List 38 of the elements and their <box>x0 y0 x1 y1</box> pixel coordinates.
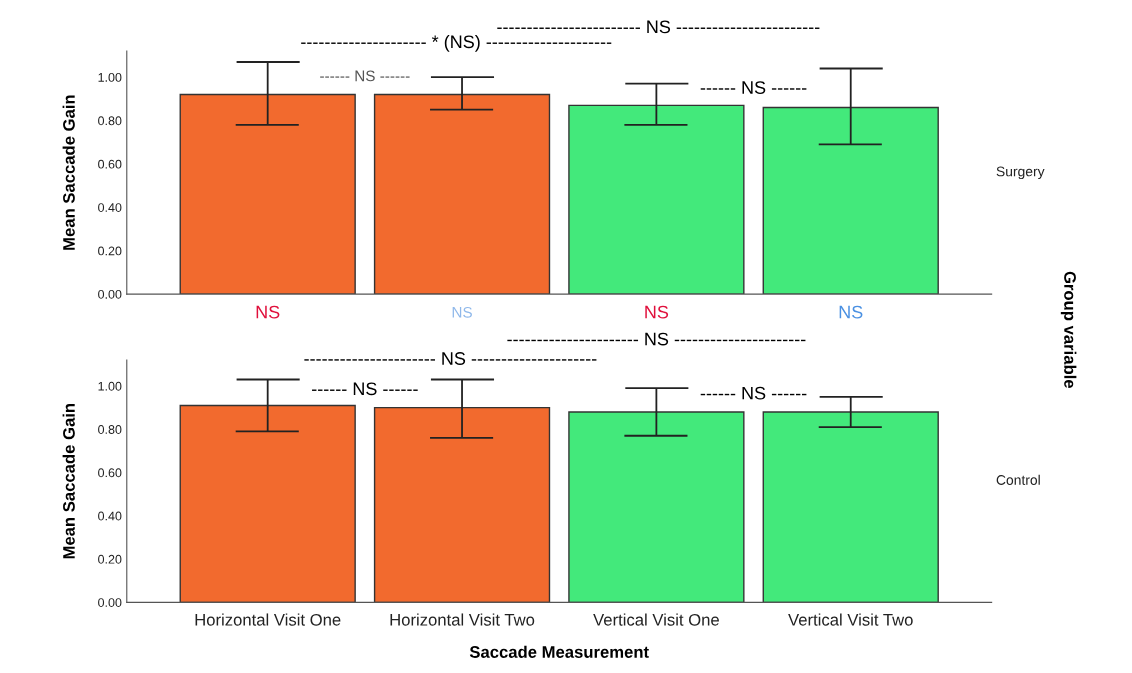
text: NS <box>839 305 863 319</box>
bar <box>373 93 551 295</box>
y-tick-label: 0.80 <box>98 116 122 126</box>
annotation: ------ NS ------ <box>320 70 410 82</box>
annotation: ------ NS ------ <box>312 382 418 396</box>
y-axis-title: Mean Saccade Gain <box>62 95 75 250</box>
y-tick-label: 0.20 <box>98 246 122 256</box>
y-tick-label: 0.60 <box>98 468 122 478</box>
y2-axis-title: Group variable <box>1060 271 1077 389</box>
x-tick-label: Horizontal Visit One <box>195 613 341 626</box>
annotation: ---------------------- NS --------------------- <box>304 352 597 365</box>
x-tick-label: Vertical Visit One <box>593 613 719 626</box>
y-tick-label: 0.40 <box>98 511 122 521</box>
y-axis-title: Mean Saccade Gain <box>62 403 75 559</box>
text: Surgery <box>996 166 1045 180</box>
text: NS <box>256 305 280 319</box>
y-tick-label: 1.00 <box>98 381 122 391</box>
y-tick-label: 0.20 <box>98 554 122 564</box>
y-tick-label: 0.00 <box>98 289 122 299</box>
bar <box>568 104 745 295</box>
text: ---------------------- NS ---------------------- <box>507 332 806 346</box>
x-tick-label: Horizontal Visit Two <box>390 613 535 626</box>
x-axis-title: Saccade Measurement <box>469 645 649 658</box>
bar <box>179 93 356 295</box>
y-tick-label: 0.00 <box>98 598 122 607</box>
annotation: --------------------- * (NS) --------------------- <box>301 34 612 52</box>
x-tick-label: Vertical Visit Two <box>788 613 913 626</box>
text: Control <box>996 474 1040 485</box>
y-tick-label: 0.60 <box>98 159 122 169</box>
y-tick-label: 0.40 <box>98 203 122 212</box>
annotation: ------ NS ------ <box>700 81 807 94</box>
text: NS <box>645 305 669 319</box>
text: NS <box>452 306 472 318</box>
y-tick-label: 1.00 <box>98 72 122 82</box>
annotation: ------ NS ------ <box>700 386 807 400</box>
text: ------------------------ NS ------------------------ <box>497 20 820 34</box>
y-tick-label: 0.80 <box>98 425 122 434</box>
bar <box>762 106 939 295</box>
